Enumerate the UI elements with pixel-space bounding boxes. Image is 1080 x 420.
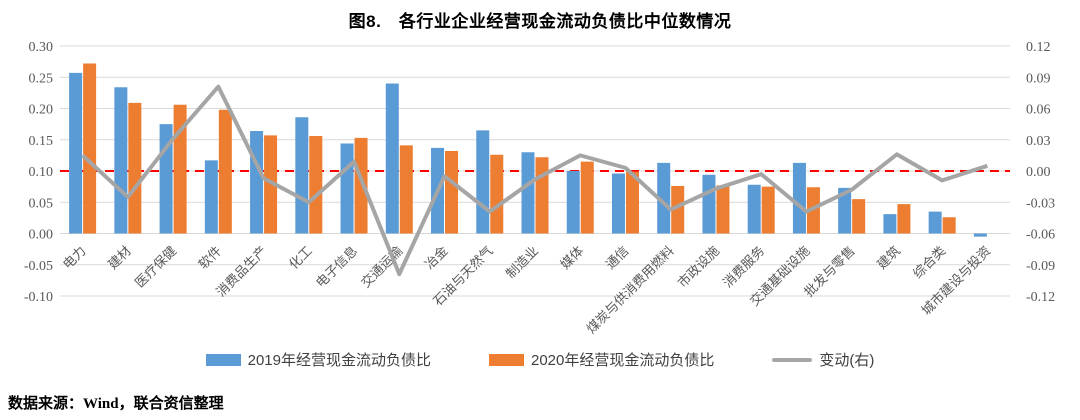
category-label: 电力 — [60, 243, 89, 272]
legend-label: 2019年经营现金流动负债比 — [247, 352, 431, 369]
right-axis-tick: -0.03 — [1026, 196, 1055, 211]
category-label: 化工 — [286, 243, 315, 272]
bar-2019 — [747, 184, 761, 234]
bar-2020 — [716, 185, 730, 234]
bar-2020 — [942, 217, 956, 234]
combo-chart: 0.30 0.12 0.25 0.09 0.20 0.06 0.15 0.03 0.10 0.00… — [24, 40, 1055, 336]
category-label: 建筑 — [874, 243, 903, 272]
legend-line-swatch — [772, 357, 813, 362]
bar-2020 — [128, 102, 142, 234]
right-axis-tick: 0.06 — [1026, 103, 1051, 118]
bar-2020 — [218, 109, 232, 234]
right-axis-tick: -0.06 — [1026, 228, 1055, 243]
bar-2019 — [69, 72, 83, 234]
bar-2019 — [476, 130, 490, 234]
bar-2020 — [354, 137, 368, 234]
bar-2019 — [973, 233, 987, 237]
left-axis-tick: -0.10 — [24, 290, 53, 305]
bar-2019 — [250, 131, 264, 234]
bar-2020 — [490, 154, 504, 234]
legend-bar-swatch — [489, 353, 524, 366]
left-axis-tick: 0.05 — [29, 196, 54, 211]
right-axis-tick: -0.12 — [1026, 290, 1055, 305]
bar-2019 — [611, 173, 625, 234]
right-axis-tick: 0.03 — [1026, 134, 1051, 149]
right-axis-tick: 0.00 — [1026, 165, 1051, 180]
bar-2019 — [566, 171, 580, 234]
left-axis-tick: 0.25 — [29, 71, 54, 86]
bar-2019 — [883, 214, 897, 234]
left-axis-tick: 0.15 — [29, 134, 54, 149]
category-label: 制造业 — [503, 243, 541, 281]
left-axis-tick: -0.05 — [24, 259, 53, 274]
left-axis-tick: 0.10 — [29, 165, 54, 180]
bar-2020 — [897, 204, 911, 234]
chart-legend: 2019年经营现金流动负债比 2020年经营现金流动负债比 变动(右) — [0, 349, 1080, 370]
bar-2019 — [521, 152, 535, 234]
left-axis-tick: 0.30 — [29, 40, 54, 55]
right-axis-tick: 0.12 — [1026, 40, 1051, 55]
bar-2019 — [204, 160, 218, 234]
bar-2019 — [928, 211, 942, 234]
category-label: 软件 — [195, 243, 224, 272]
bar-2019 — [838, 187, 852, 234]
category-label: 综合类 — [910, 243, 948, 281]
right-axis-tick: 0.09 — [1026, 71, 1051, 86]
bar-2020 — [671, 186, 685, 234]
bar-2020 — [625, 171, 639, 234]
legend-label: 变动(右) — [819, 352, 875, 369]
bar-2020 — [852, 199, 866, 234]
bar-2019 — [657, 162, 671, 234]
legend-item: 2019年经营现金流动负债比 — [205, 349, 431, 370]
bar-2019 — [792, 162, 806, 234]
category-label: 消费服务 — [720, 243, 767, 290]
legend-item: 2020年经营现金流动负债比 — [489, 349, 714, 370]
chart-title: 图8. 各行业企业经营现金流动负债比中位数情况 — [348, 12, 732, 31]
category-label: 冶金 — [422, 243, 451, 272]
category-label: 医疗保健 — [132, 243, 179, 290]
legend-item: 变动(右) — [772, 349, 874, 370]
bar-2019 — [295, 117, 309, 234]
bar-2020 — [761, 186, 775, 234]
category-label: 通信 — [603, 243, 632, 272]
bar-2020 — [309, 136, 323, 234]
bar-2020 — [399, 145, 413, 234]
bar-2019 — [702, 174, 716, 234]
bar-2020 — [445, 151, 459, 234]
bar-2019 — [385, 83, 399, 234]
category-label: 煤炭与供消费用燃料 — [583, 243, 676, 336]
bar-2019 — [340, 143, 354, 234]
category-label: 市政设施 — [675, 243, 722, 290]
category-label: 媒体 — [557, 243, 586, 272]
right-axis-tick: -0.09 — [1026, 259, 1055, 274]
bar-2020 — [580, 161, 594, 234]
bar-2020 — [83, 63, 97, 234]
source-note: 数据来源：Wind，联合资信整理 — [8, 396, 224, 412]
bar-2019 — [114, 87, 128, 234]
bar-2020 — [264, 135, 278, 234]
left-axis-tick: 0.00 — [29, 228, 54, 243]
change-line — [81, 84, 988, 277]
legend-label: 2020年经营现金流动负债比 — [531, 352, 715, 369]
left-axis-tick: 0.20 — [29, 103, 54, 118]
category-label: 建材 — [105, 243, 134, 272]
legend-bar-swatch — [205, 353, 241, 366]
bar-2020 — [535, 157, 549, 234]
category-label: 电子信息 — [313, 243, 360, 290]
